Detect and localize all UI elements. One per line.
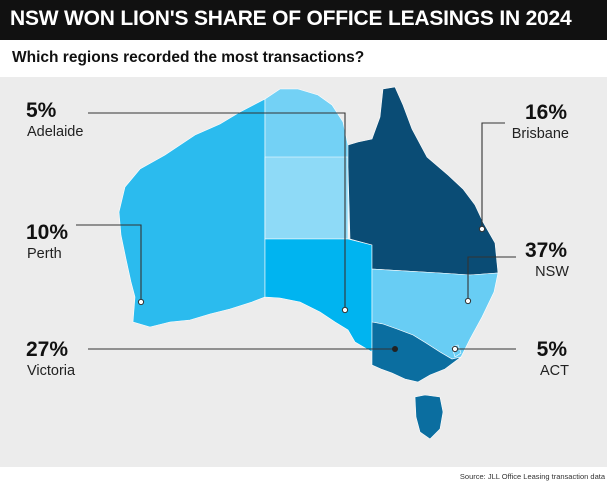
- perth-share: 10%: [26, 221, 69, 244]
- leader-nsw: [467, 256, 516, 301]
- adelaide-share: 5%: [26, 99, 57, 122]
- marker-brisbane: [478, 225, 486, 233]
- marker-act: [451, 345, 459, 353]
- region-tas: [414, 394, 444, 440]
- region-qld: [347, 86, 499, 276]
- australia-map: [76, 86, 516, 440]
- chart-subtitle: Which regions recorded the most transact…: [12, 49, 365, 66]
- adelaide-label: Adelaide: [27, 124, 84, 140]
- nsw-label: NSW: [535, 264, 569, 280]
- region-vic: [371, 321, 462, 383]
- marker-nsw: [464, 297, 472, 305]
- act-label: ACT: [540, 363, 569, 379]
- chart-title: NSW WON LION'S SHARE OF OFFICE LEASINGS …: [10, 7, 572, 30]
- brisbane-label: Brisbane: [511, 126, 569, 142]
- map-panel: [0, 77, 607, 467]
- marker-victoria: [392, 346, 398, 352]
- marker-perth: [137, 298, 145, 306]
- leader-brisbane: [481, 122, 505, 229]
- brisbane-share: 16%: [524, 101, 567, 124]
- act-share: 5%: [536, 338, 567, 361]
- leader-perth: [76, 224, 142, 302]
- perth-label: Perth: [27, 246, 62, 262]
- region-wa: [118, 98, 266, 328]
- leader-adelaide: [88, 112, 346, 310]
- region-nt-south: [264, 156, 349, 240]
- region-sa: [264, 238, 373, 353]
- victoria-share: 27%: [26, 338, 69, 361]
- title-bar: NSW WON LION'S SHARE OF OFFICE LEASINGS …: [0, 0, 607, 40]
- marker-adelaide: [341, 306, 349, 314]
- victoria-label: Victoria: [27, 363, 76, 379]
- nsw-share: 37%: [524, 239, 567, 262]
- source-note: Source: JLL Office Leasing transaction d…: [459, 472, 605, 481]
